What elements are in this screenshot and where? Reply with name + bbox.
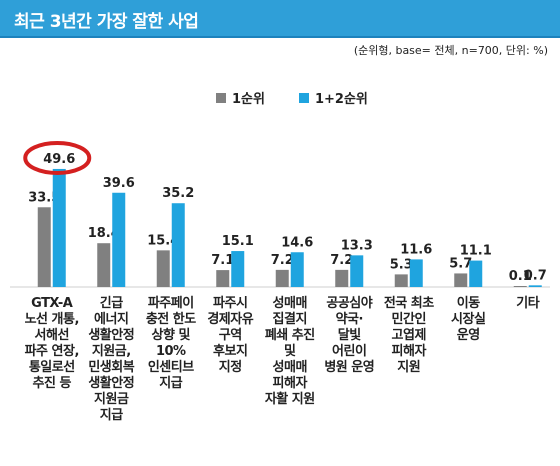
bar-s2-c9 [528,285,542,287]
category-label-5: 성매매 집결지 폐쇄 추진 및 성매매 피해자 자활 지원 [264,296,315,407]
bar-s1-c6 [335,269,349,287]
value-label-s2-c2: 39.6 [103,176,135,191]
legend-swatch-series2 [298,92,309,103]
category-label-4: 파주시 경제자유 구역 후보지 지정 [207,296,254,375]
value-label-s1-c6: 7.2 [330,253,353,268]
value-label-s1-c5: 7.2 [271,253,294,268]
chart-note: (순위형, base= 전체, n=700, 단위: %) [353,44,548,57]
value-label-s1-c3: 15.4 [147,233,179,248]
title-bar: 최근 3년간 가장 잘한 사업 [0,0,560,38]
legend-label-series1: 1순위 [232,92,265,107]
category-label-7: 전국 최초 민간인 고엽제 피해자 지원 [383,296,434,375]
bar-s1-c1 [37,207,51,287]
value-label-s2-c8: 11.1 [460,244,492,259]
bar-s1-c3 [156,250,170,287]
legend: 1순위 1+2순위 [216,88,368,107]
value-label-s2-c6: 13.3 [341,238,373,253]
bar-s2-c7 [409,259,423,287]
bar-s1-c7 [394,274,408,287]
bar-s2-c6 [350,255,364,287]
category-label-8: 이동 시장실 운영 [451,296,486,343]
value-label-s1-c9: 0.1 [509,269,532,284]
value-label-s2-c5: 14.6 [281,235,313,250]
bar-s1-c4 [216,270,230,287]
value-label-s1-c8: 5.7 [449,256,472,271]
value-label-s2-c7: 11.6 [400,242,432,257]
value-label-s2-c3: 35.2 [162,186,194,201]
value-label-s1-c1: 33.5 [28,190,60,205]
bar-s2-c5 [290,252,304,287]
legend-swatch-series1 [216,92,226,103]
bar-s1-c5 [275,269,289,287]
bar-s2-c1 [52,168,66,287]
highlight-ellipse [23,140,92,175]
legend-item-series1: 1순위 [216,88,265,107]
bar-s1-c2 [97,243,111,287]
category-label-6: 공공심야 약국· 달빛 어린이 병원 운영 [324,296,375,375]
legend-item-series2: 1+2순위 [298,88,368,107]
value-label-s2-c4: 15.1 [222,234,254,249]
bar-s2-c3 [171,203,185,287]
legend-label-series2: 1+2순위 [314,92,368,107]
bar-s1-c9 [513,286,527,287]
bar-s2-c8 [469,260,483,287]
category-label-1: GTX-A 노선 개통, 서해선 파주 연장, 통일로선 추진 등 [24,296,80,391]
value-label-s1-c2: 18.4 [88,226,120,241]
value-label-s2-c9: 0.7 [524,268,547,283]
category-label-3: 파주페이 충전 한도 상향 및 10% 인센티브 지급 [145,296,196,391]
bar-s2-c4 [231,251,245,287]
category-label-2: 긴급 에너지 생활안정 지원금, 민생회복 생활안정 지원금 지급 [88,296,135,423]
bar-s1-c8 [454,273,468,287]
value-label-s1-c4: 7.1 [211,253,234,268]
chart-title: 최근 3년간 가장 잘한 사업 [14,12,199,32]
bar-s2-c2 [112,192,126,287]
value-label-s1-c7: 5.3 [390,257,413,272]
category-label-9: 기타 [516,296,540,311]
value-label-s2-c1: 49.6 [43,152,75,167]
